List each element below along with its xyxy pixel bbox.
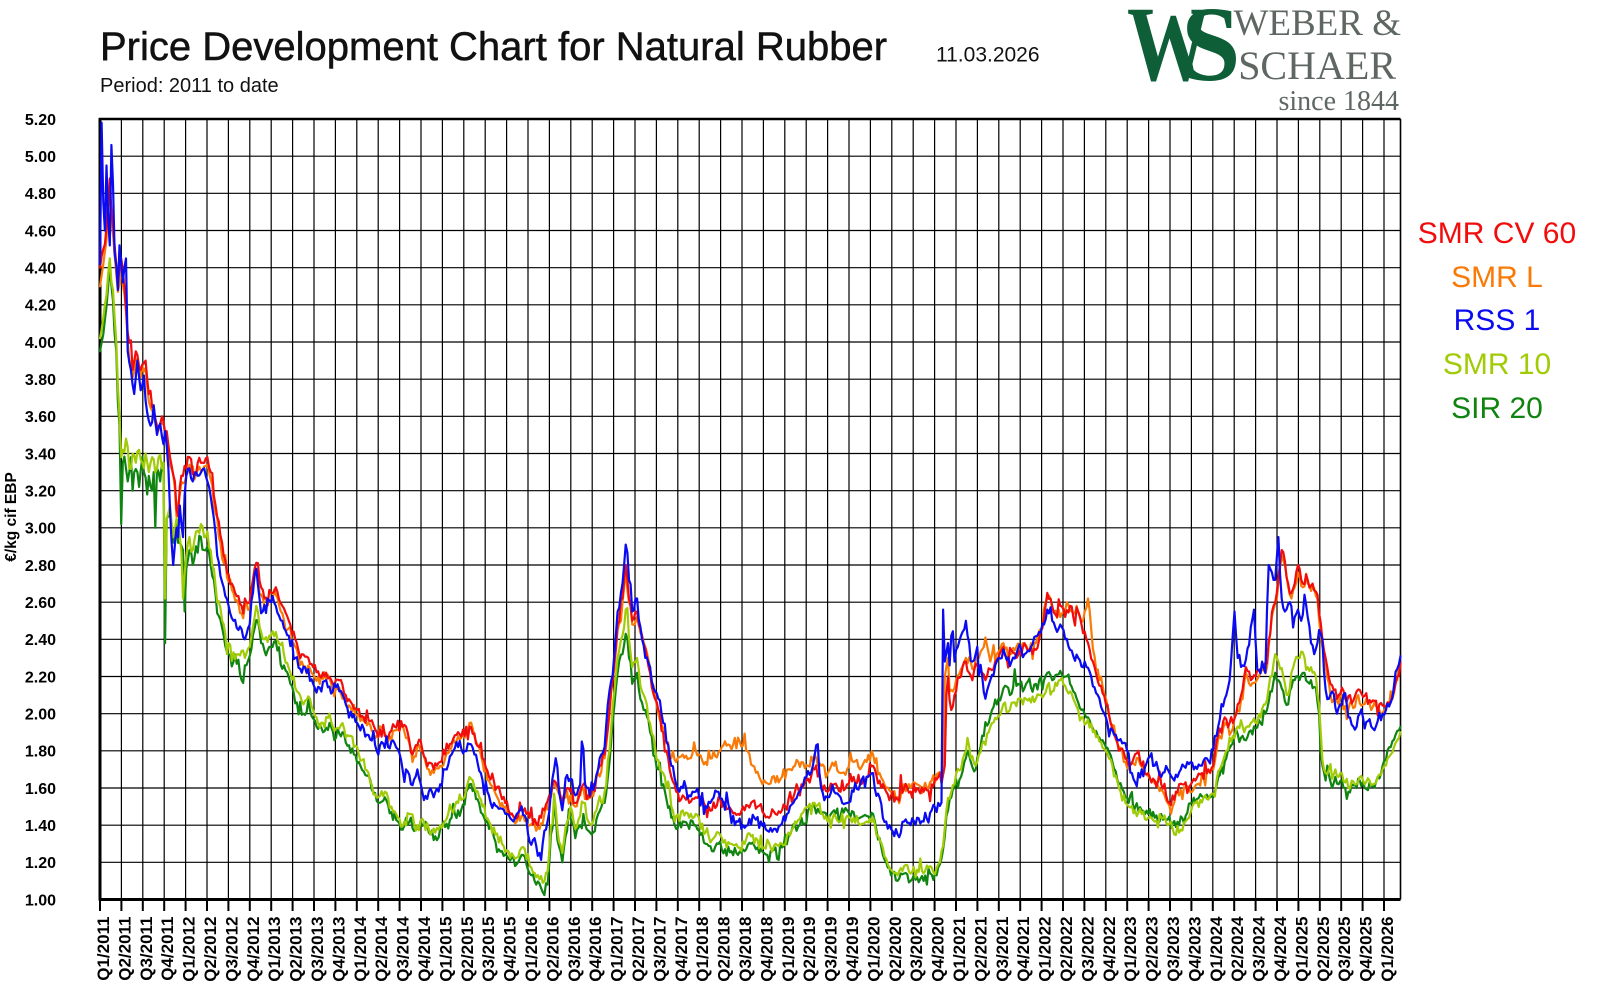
svg-text:Q4/2021: Q4/2021 — [1014, 917, 1033, 982]
svg-text:Q2/2025: Q2/2025 — [1314, 917, 1333, 982]
svg-text:Q3/2019: Q3/2019 — [822, 917, 841, 982]
svg-text:2.40: 2.40 — [25, 632, 56, 649]
svg-text:4.80: 4.80 — [25, 186, 56, 203]
svg-text:Q4/2014: Q4/2014 — [415, 916, 434, 982]
svg-text:Q3/2014: Q3/2014 — [394, 916, 413, 982]
svg-text:Q1/2014: Q1/2014 — [351, 916, 370, 982]
svg-text:Q4/2022: Q4/2022 — [1100, 917, 1119, 982]
svg-text:Q1/2016: Q1/2016 — [522, 917, 541, 982]
svg-text:Q1/2020: Q1/2020 — [864, 917, 883, 982]
svg-text:Q3/2021: Q3/2021 — [993, 917, 1012, 982]
svg-text:1.00: 1.00 — [25, 892, 56, 909]
svg-text:1.80: 1.80 — [25, 744, 56, 761]
svg-text:11.03.2026: 11.03.2026 — [936, 44, 1040, 67]
svg-text:5.00: 5.00 — [25, 149, 56, 166]
svg-text:Q3/2022: Q3/2022 — [1078, 917, 1097, 982]
svg-text:Q3/2015: Q3/2015 — [479, 917, 498, 982]
svg-text:4.40: 4.40 — [25, 261, 56, 278]
svg-text:Q3/2024: Q3/2024 — [1250, 916, 1269, 982]
svg-text:Q2/2018: Q2/2018 — [715, 917, 734, 982]
svg-text:Q2/2021: Q2/2021 — [971, 917, 990, 982]
svg-text:Q4/2018: Q4/2018 — [757, 917, 776, 982]
svg-text:SMR L: SMR L — [1451, 261, 1543, 294]
svg-text:Q4/2011: Q4/2011 — [158, 917, 177, 981]
svg-text:Q1/2025: Q1/2025 — [1292, 917, 1311, 982]
svg-text:Q2/2014: Q2/2014 — [372, 916, 391, 982]
svg-text:SCHAER: SCHAER — [1238, 43, 1396, 88]
svg-text:Q3/2016: Q3/2016 — [565, 917, 584, 982]
svg-text:Q4/2023: Q4/2023 — [1185, 917, 1204, 982]
svg-text:1.60: 1.60 — [25, 781, 56, 798]
svg-text:Q3/2011: Q3/2011 — [137, 917, 156, 981]
svg-text:Q2/2023: Q2/2023 — [1143, 917, 1162, 982]
svg-text:3.40: 3.40 — [25, 446, 56, 463]
svg-text:SIR 20: SIR 20 — [1451, 392, 1543, 425]
svg-text:Q1/2015: Q1/2015 — [436, 917, 455, 982]
svg-text:Q3/2018: Q3/2018 — [736, 917, 755, 982]
svg-text:Q3/2017: Q3/2017 — [650, 917, 669, 982]
svg-text:Price Development Chart for Na: Price Development Chart for Natural Rubb… — [100, 25, 887, 69]
svg-text:Q4/2024: Q4/2024 — [1271, 916, 1290, 982]
svg-text:Q2/2017: Q2/2017 — [629, 917, 648, 982]
svg-text:2.20: 2.20 — [25, 669, 56, 686]
svg-text:Q2/2015: Q2/2015 — [458, 917, 477, 982]
svg-text:Q2/2016: Q2/2016 — [543, 917, 562, 982]
svg-text:€/kg cif EBP: €/kg cif EBP — [3, 472, 20, 562]
svg-text:Q1/2022: Q1/2022 — [1036, 917, 1055, 982]
svg-text:Q1/2012: Q1/2012 — [180, 917, 199, 982]
svg-text:Q4/2019: Q4/2019 — [843, 917, 862, 982]
svg-text:Q4/2013: Q4/2013 — [329, 917, 348, 982]
svg-text:Q4/2025: Q4/2025 — [1357, 917, 1376, 982]
svg-text:5.20: 5.20 — [25, 112, 56, 129]
svg-text:3.00: 3.00 — [25, 521, 56, 538]
svg-text:3.20: 3.20 — [25, 484, 56, 501]
svg-text:Q2/2024: Q2/2024 — [1228, 916, 1247, 982]
svg-text:1.40: 1.40 — [25, 818, 56, 835]
svg-text:Q3/2012: Q3/2012 — [222, 917, 241, 982]
svg-text:Q2/2020: Q2/2020 — [886, 917, 905, 982]
svg-text:since 1844: since 1844 — [1278, 86, 1399, 117]
svg-text:3.80: 3.80 — [25, 372, 56, 389]
svg-text:Q1/2013: Q1/2013 — [265, 917, 284, 982]
svg-text:Q3/2013: Q3/2013 — [308, 917, 327, 982]
svg-text:Q1/2021: Q1/2021 — [950, 917, 969, 982]
svg-text:4.60: 4.60 — [25, 223, 56, 240]
svg-text:2.80: 2.80 — [25, 558, 56, 575]
svg-text:Q1/2017: Q1/2017 — [608, 917, 627, 982]
svg-text:Q4/2016: Q4/2016 — [586, 917, 605, 982]
svg-text:Q3/2020: Q3/2020 — [907, 917, 926, 982]
svg-text:Q1/2011: Q1/2011 — [94, 917, 113, 981]
svg-text:4.00: 4.00 — [25, 335, 56, 352]
svg-text:Q1/2019: Q1/2019 — [779, 917, 798, 982]
svg-text:Q3/2025: Q3/2025 — [1335, 917, 1354, 982]
svg-text:4.20: 4.20 — [25, 298, 56, 315]
svg-text:Q3/2023: Q3/2023 — [1164, 917, 1183, 982]
svg-text:Q1/2018: Q1/2018 — [693, 917, 712, 982]
svg-text:Q4/2015: Q4/2015 — [501, 917, 520, 982]
svg-text:S: S — [1181, 0, 1241, 104]
svg-text:Q4/2020: Q4/2020 — [929, 917, 948, 982]
svg-text:Q2/2012: Q2/2012 — [201, 917, 220, 982]
svg-text:Q2/2019: Q2/2019 — [800, 917, 819, 982]
svg-text:Q1/2026: Q1/2026 — [1378, 917, 1397, 982]
svg-text:RSS 1: RSS 1 — [1454, 304, 1541, 337]
svg-text:3.60: 3.60 — [25, 409, 56, 426]
svg-text:Q2/2022: Q2/2022 — [1057, 917, 1076, 982]
svg-text:2.60: 2.60 — [25, 595, 56, 612]
svg-text:WEBER &: WEBER & — [1233, 3, 1401, 44]
svg-text:Q4/2017: Q4/2017 — [672, 917, 691, 982]
svg-text:2.00: 2.00 — [25, 707, 56, 724]
svg-text:Q1/2024: Q1/2024 — [1207, 916, 1226, 982]
svg-text:Period: 2011 to date: Period: 2011 to date — [100, 75, 279, 97]
svg-text:Q1/2023: Q1/2023 — [1121, 917, 1140, 982]
svg-text:Q2/2011: Q2/2011 — [115, 917, 134, 981]
svg-text:Q4/2012: Q4/2012 — [244, 917, 263, 982]
svg-text:SMR CV 60: SMR CV 60 — [1418, 217, 1576, 250]
svg-text:1.20: 1.20 — [25, 855, 56, 872]
svg-text:Q2/2013: Q2/2013 — [287, 917, 306, 982]
svg-text:W: W — [1127, 0, 1210, 103]
svg-text:SMR 10: SMR 10 — [1443, 348, 1551, 381]
